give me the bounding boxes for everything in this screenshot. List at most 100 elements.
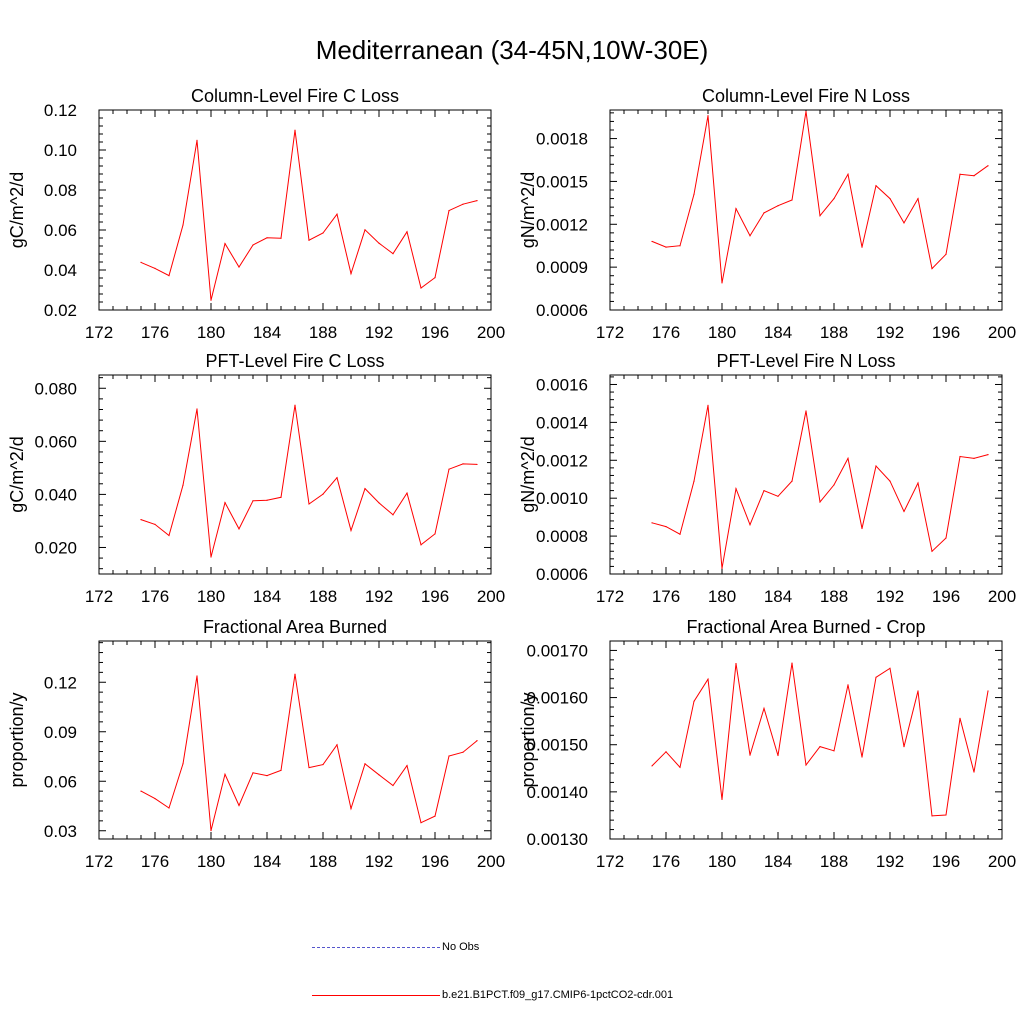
- x-tick-label: 172: [596, 852, 624, 871]
- data-point: [707, 115, 709, 117]
- data-point: [847, 684, 849, 686]
- data-point: [959, 717, 961, 719]
- y-tick-label: 0.06: [44, 772, 77, 791]
- data-point: [252, 500, 254, 502]
- data-point: [196, 408, 198, 410]
- x-tick-label: 180: [197, 323, 225, 342]
- data-point: [154, 523, 156, 525]
- y-tick-label: 0.00150: [527, 736, 588, 755]
- data-point: [847, 173, 849, 175]
- chart-panel-1: Column-Level Fire C Loss gC/m^2/d 172 176 18…: [7, 86, 505, 342]
- x-tick-label: 196: [932, 323, 960, 342]
- y-axis-label: proportion/y: [518, 692, 538, 787]
- chart-title: Fractional Area Burned: [203, 617, 387, 637]
- data-point: [959, 173, 961, 175]
- x-tick-label: 176: [141, 852, 169, 871]
- data-point: [280, 496, 282, 498]
- data-point: [434, 533, 436, 535]
- data-point: [476, 740, 478, 742]
- x-tick-label: 188: [820, 323, 848, 342]
- data-point: [917, 197, 919, 200]
- data-point: [392, 514, 394, 516]
- y-tick-label: 0.080: [34, 379, 77, 398]
- data-point: [462, 203, 464, 205]
- y-axis-label: gN/m^2/d: [518, 172, 538, 248]
- data-point: [805, 410, 807, 412]
- x-tick-label: 184: [253, 852, 281, 871]
- data-point: [350, 529, 352, 532]
- data-point: [917, 690, 919, 692]
- x-tick-label: 200: [988, 587, 1016, 606]
- data-point: [679, 533, 681, 535]
- data-point: [238, 266, 240, 268]
- data-point: [476, 200, 478, 202]
- data-point: [224, 773, 226, 775]
- data-point: [987, 454, 989, 456]
- data-point: [378, 242, 380, 244]
- y-tick-label: 0.0009: [536, 258, 588, 277]
- y-tick-label: 0.0008: [536, 527, 588, 546]
- data-point: [721, 798, 723, 801]
- data-point: [959, 455, 961, 458]
- data-point: [903, 510, 905, 513]
- data-point: [861, 756, 863, 758]
- x-tick-label: 176: [652, 852, 680, 871]
- data-point: [777, 754, 779, 757]
- x-tick-label: 192: [365, 852, 393, 871]
- data-point: [140, 790, 142, 792]
- x-tick-label: 196: [421, 323, 449, 342]
- x-tick-label: 184: [253, 323, 281, 342]
- x-tick-label: 172: [85, 587, 113, 606]
- x-tick-label: 176: [652, 323, 680, 342]
- y-tick-label: 0.12: [44, 101, 77, 120]
- data-point: [973, 457, 975, 459]
- data-point: [903, 222, 905, 224]
- figure-title: Mediterranean (34-45N,10W-30E): [315, 35, 709, 65]
- data-point: [238, 804, 240, 807]
- data-point: [294, 129, 296, 131]
- data-point: [819, 501, 821, 503]
- x-tick-label: 184: [764, 587, 792, 606]
- x-tick-label: 192: [876, 852, 904, 871]
- x-tick-label: 196: [421, 587, 449, 606]
- legend-swatch-dashed: [312, 946, 440, 948]
- data-point: [462, 751, 464, 753]
- data-point: [196, 675, 198, 677]
- data-point: [406, 231, 408, 233]
- y-tick-label: 0.060: [34, 432, 77, 451]
- y-tick-label: 0.04: [44, 261, 77, 280]
- data-point: [917, 482, 919, 484]
- data-point: [651, 522, 653, 524]
- data-point: [252, 772, 254, 774]
- series-line: [140, 130, 478, 301]
- data-point: [378, 774, 380, 776]
- data-point: [336, 477, 338, 479]
- y-tick-label: 0.02: [44, 301, 77, 320]
- data-point: [238, 528, 240, 530]
- y-tick-label: 0.0012: [536, 451, 588, 470]
- series-line: [140, 674, 478, 831]
- data-point: [224, 243, 226, 245]
- data-point: [735, 663, 737, 665]
- data-point: [476, 463, 478, 466]
- y-tick-label: 0.0012: [536, 215, 588, 234]
- chart-panel-6: Fractional Area Burned - Crop proportion/…: [518, 617, 1016, 871]
- data-point: [196, 139, 198, 141]
- data-point: [294, 404, 296, 406]
- x-tick-label: 180: [197, 852, 225, 871]
- data-point: [322, 232, 324, 234]
- data-point: [154, 267, 156, 269]
- x-tick-label: 200: [477, 587, 505, 606]
- x-tick-label: 192: [876, 587, 904, 606]
- data-point: [336, 213, 338, 215]
- data-point: [735, 488, 737, 490]
- x-tick-label: 172: [596, 323, 624, 342]
- data-point: [707, 404, 709, 406]
- data-point: [931, 550, 933, 552]
- y-tick-label: 0.0015: [536, 172, 588, 191]
- y-tick-label: 0.0016: [536, 375, 588, 394]
- data-point: [420, 544, 422, 546]
- chart-panel-2: Column-Level Fire N Loss gN/m^2/d 172 176 18…: [518, 86, 1016, 342]
- data-point: [861, 246, 863, 248]
- data-point: [763, 707, 765, 710]
